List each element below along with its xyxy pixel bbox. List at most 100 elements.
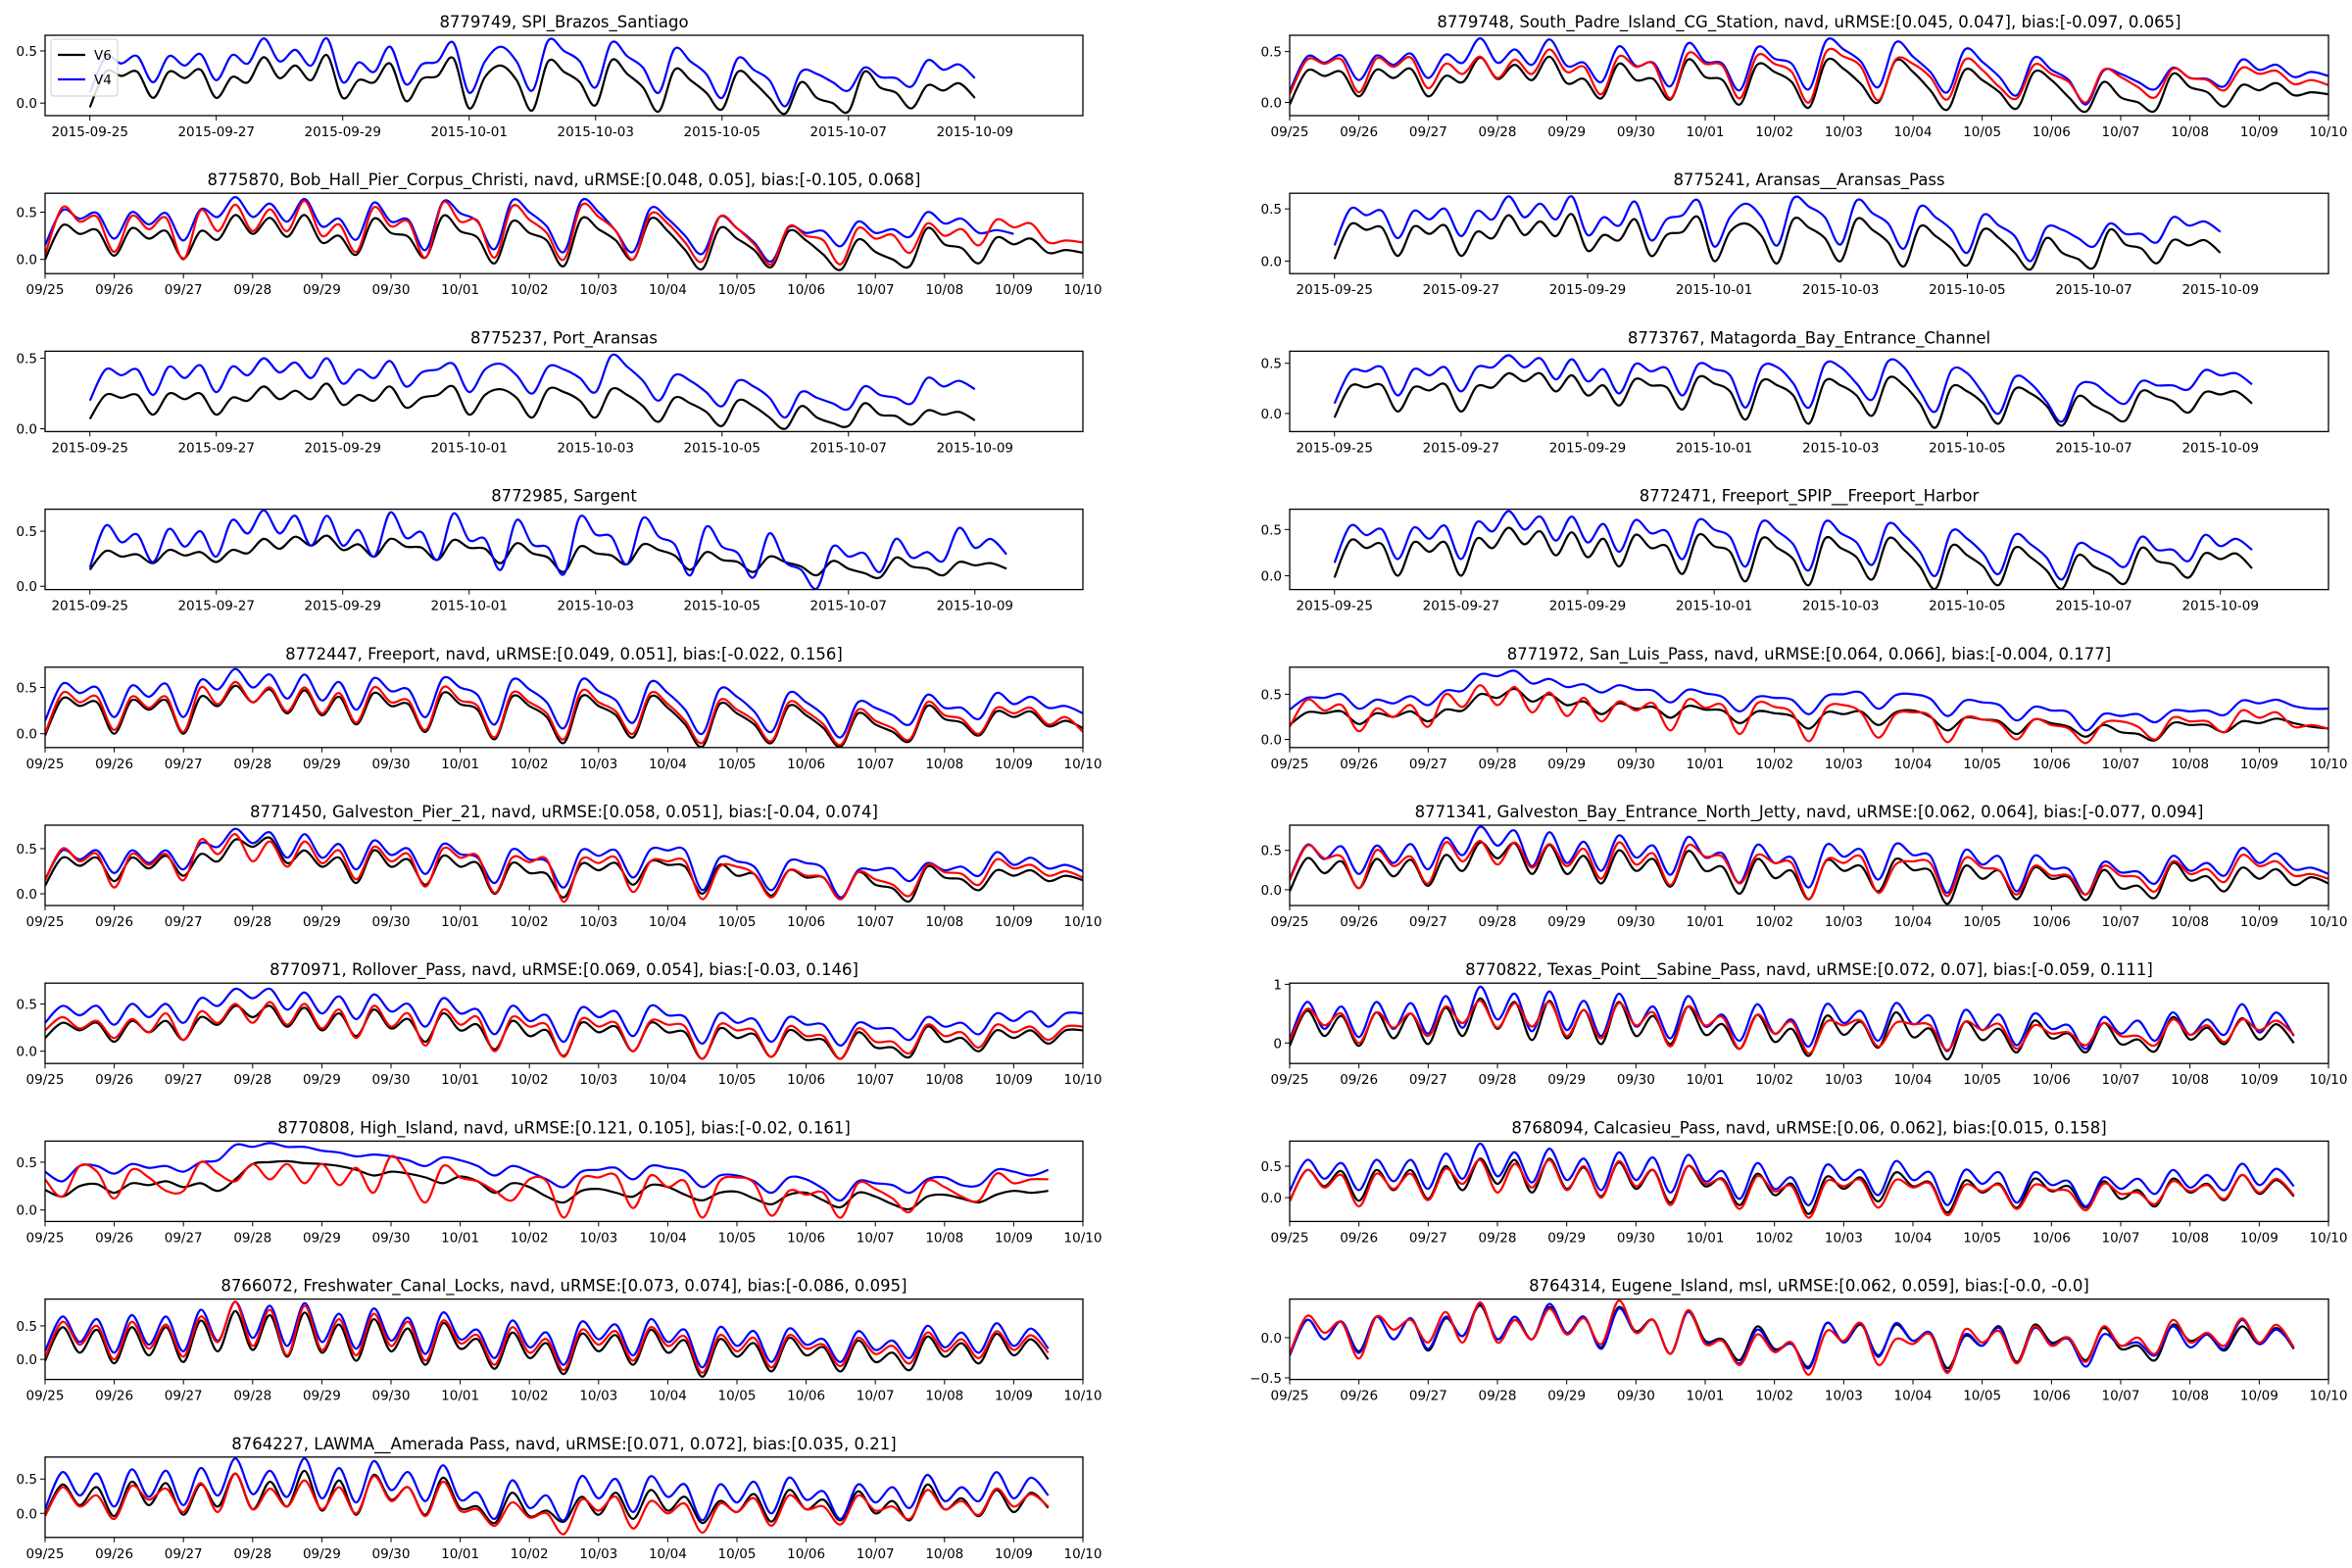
x-tick-label: 10/05 (1963, 1389, 2001, 1404)
x-tick-label: 2015-09-29 (1549, 599, 1626, 614)
y-tick-label: 0.0 (17, 253, 37, 269)
series-line-v6 (45, 1309, 1050, 1379)
x-tick-label: 09/26 (95, 757, 133, 772)
y-tick-label: 0.5 (17, 1319, 37, 1335)
subplot-9: 8771972, San_Luis_Pass, navd, uRMSE:[0.0… (1261, 645, 2348, 772)
y-tick-label: 0.5 (1261, 687, 1282, 703)
axes-frame (44, 1456, 1084, 1539)
x-tick-label: 2015-09-25 (51, 124, 127, 140)
x-tick-label: 10/07 (857, 1389, 895, 1404)
x-tick-label: 09/26 (1340, 1072, 1378, 1088)
y-tick-label: 0.5 (17, 681, 37, 697)
x-tick-label: 10/01 (1687, 1230, 1725, 1246)
x-tick-label: 09/25 (26, 1389, 65, 1404)
x-tick-label: 10/06 (787, 1230, 825, 1246)
subplot-title: 8771341, Galveston_Bay_Entrance_North_Je… (1415, 803, 2204, 822)
x-tick-label: 10/06 (787, 1389, 825, 1404)
y-tick-label: 0.5 (17, 352, 37, 368)
x-tick-label: 2015-10-09 (937, 440, 1013, 456)
x-tick-label: 09/30 (1617, 1230, 1655, 1246)
x-tick-label: 10/09 (2240, 1072, 2278, 1088)
series-line-v6 (45, 836, 1083, 904)
x-tick-label: 2015-10-09 (2181, 440, 2258, 456)
x-tick-label: 10/01 (441, 1072, 479, 1088)
x-tick-label: 2015-10-07 (2055, 440, 2132, 456)
x-tick-label: 10/08 (2171, 124, 2209, 140)
x-tick-label: 09/26 (95, 1389, 133, 1404)
x-tick-label: 10/06 (787, 914, 825, 930)
x-tick-label: 10/09 (995, 282, 1033, 298)
x-tick-label: 10/06 (787, 282, 825, 298)
x-tick-label: 10/08 (925, 1230, 963, 1246)
x-tick-label: 10/01 (1687, 1389, 1725, 1404)
x-tick-label: 09/28 (233, 914, 271, 930)
x-tick-label: 2015-10-03 (1802, 599, 1879, 614)
subplot-2: 8775870, Bob_Hall_Pier_Corpus_Christi, n… (17, 171, 1102, 298)
series-line-v4 (1333, 510, 2253, 581)
x-tick-label: 10/09 (2240, 1389, 2278, 1404)
x-tick-label: 10/04 (649, 914, 687, 930)
legend-label: V6 (94, 48, 112, 64)
x-tick-label: 10/02 (511, 1230, 549, 1246)
series-line-obs (1290, 1000, 2295, 1055)
x-tick-label: 10/09 (995, 1230, 1033, 1246)
x-tick-label: 10/07 (857, 1546, 895, 1562)
x-tick-label: 2015-10-03 (1802, 282, 1879, 298)
x-tick-label: 10/10 (2310, 1389, 2348, 1404)
x-tick-label: 10/10 (1064, 914, 1102, 930)
x-tick-label: 10/10 (2310, 757, 2348, 772)
x-tick-label: 10/04 (649, 282, 687, 298)
x-tick-label: 10/05 (1963, 124, 2001, 140)
x-tick-label: 09/27 (165, 1230, 203, 1246)
axes-frame (1289, 192, 2329, 274)
series-line-v6 (88, 54, 976, 116)
x-tick-label: 2015-09-29 (1549, 282, 1626, 298)
x-tick-label: 10/08 (2171, 757, 2209, 772)
x-tick-label: 10/02 (1755, 1389, 1793, 1404)
x-tick-label: 10/07 (2102, 914, 2140, 930)
subplot-title: 8775870, Bob_Hall_Pier_Corpus_Christi, n… (208, 171, 921, 190)
x-tick-label: 10/05 (1963, 1230, 2001, 1246)
x-tick-label: 10/03 (1825, 1072, 1863, 1088)
y-tick-label: 0.5 (1261, 1159, 1282, 1175)
x-tick-label: 10/07 (857, 1230, 895, 1246)
series-line-obs (1290, 684, 2328, 745)
y-tick-label: 0.0 (1261, 96, 1282, 112)
subplot-14: 8770808, High_Island, navd, uRMSE:[0.121… (17, 1118, 1102, 1246)
series-line-v4 (1290, 1142, 2295, 1208)
x-tick-label: 09/30 (372, 757, 411, 772)
x-tick-label: 10/07 (2102, 757, 2140, 772)
x-tick-label: 10/09 (2240, 124, 2278, 140)
y-tick-label: 0.5 (1261, 202, 1282, 218)
x-tick-label: 10/07 (857, 914, 895, 930)
x-tick-label: 2015-10-09 (2181, 282, 2258, 298)
x-tick-label: 10/10 (2310, 914, 2348, 930)
axes-frame (44, 350, 1084, 433)
y-tick-label: 0.0 (1261, 733, 1282, 749)
x-tick-label: 09/30 (372, 1389, 411, 1404)
series-line-v4 (88, 353, 976, 419)
y-tick-label: 0.5 (17, 842, 37, 858)
series-line-obs (45, 1154, 1049, 1219)
subplot-title: 8766072, Freshwater_Canal_Locks, navd, u… (220, 1277, 906, 1297)
x-tick-label: 10/10 (2310, 1072, 2348, 1088)
y-tick-label: 0.5 (1261, 45, 1282, 61)
y-tick-label: 0.0 (1261, 1191, 1282, 1206)
x-tick-label: 09/29 (1547, 914, 1586, 930)
x-tick-label: 10/10 (1064, 1072, 1102, 1088)
x-tick-label: 10/02 (1755, 124, 1793, 140)
series-line-v6 (88, 534, 1007, 579)
x-tick-label: 10/06 (2033, 124, 2071, 140)
y-tick-label: 0.5 (17, 205, 37, 220)
subplot-8: 8772447, Freeport, navd, uRMSE:[0.049, 0… (17, 645, 1102, 772)
subplot-title: 8771972, San_Luis_Pass, navd, uRMSE:[0.0… (1507, 645, 2111, 664)
y-tick-label: 0.0 (1261, 568, 1282, 584)
x-tick-label: 10/03 (1825, 757, 1863, 772)
legend-box (50, 38, 119, 97)
x-tick-label: 09/30 (372, 1546, 411, 1562)
x-tick-label: 10/07 (2102, 1072, 2140, 1088)
x-tick-label: 10/08 (925, 914, 963, 930)
x-tick-label: 09/29 (303, 914, 341, 930)
subplot-title: 8772471, Freeport_SPIP__Freeport_Harbor (1640, 487, 1980, 507)
x-tick-label: 10/04 (1894, 1389, 1933, 1404)
